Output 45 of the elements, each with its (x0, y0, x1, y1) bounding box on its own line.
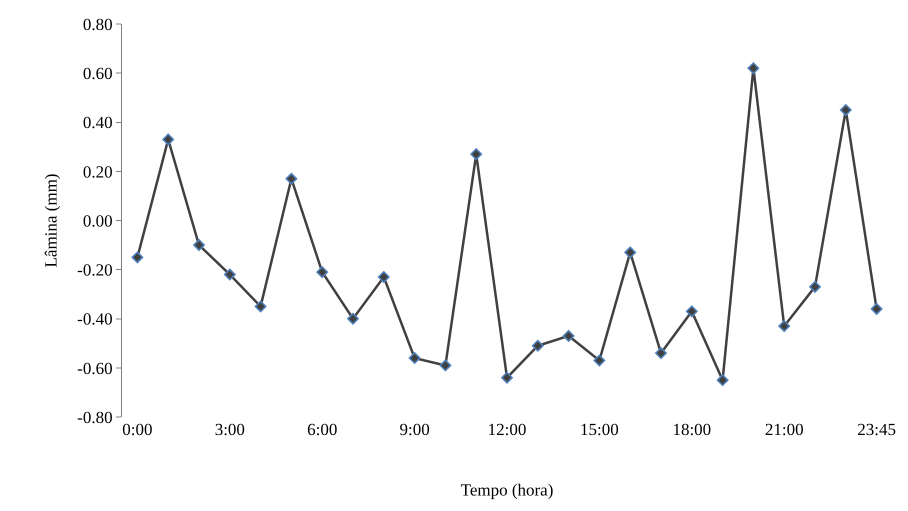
x-tick-label: 15:00 (580, 420, 619, 439)
y-tick-label: -0.80 (77, 408, 113, 427)
point (501, 372, 513, 384)
y-tick-label: 0.20 (82, 162, 113, 182)
point (193, 239, 205, 252)
x-tick-label: 6:00 (307, 420, 338, 439)
point (224, 268, 236, 280)
y-tick-label: 0.60 (82, 64, 113, 84)
point (655, 347, 667, 360)
point (285, 172, 298, 185)
x-tick-label: 21:00 (764, 420, 804, 439)
y-tick-label: -0.60 (77, 358, 113, 378)
x-tick-label: 3:00 (214, 420, 245, 439)
x-tick-label: 12:00 (488, 420, 526, 439)
point (347, 312, 359, 325)
point (778, 320, 790, 332)
x-axis-title: Tempo (hora) (460, 480, 554, 500)
point (809, 280, 821, 293)
point (470, 148, 482, 160)
point (870, 302, 883, 315)
point (686, 305, 698, 318)
point (378, 271, 390, 283)
point (624, 246, 636, 258)
point (316, 266, 328, 278)
x-tick-label: 9:00 (399, 420, 430, 439)
point (162, 133, 174, 146)
y-tick-label: 0.40 (82, 113, 113, 132)
point (254, 300, 267, 312)
y-tick-label: -0.20 (77, 260, 113, 280)
y-tick-label: 0.80 (82, 14, 113, 34)
point (716, 374, 729, 386)
point (593, 354, 606, 366)
point (840, 104, 852, 116)
point (532, 340, 544, 352)
x-tick-label: 0:00 (122, 420, 153, 439)
y-tick-label: -0.40 (77, 310, 113, 329)
point (439, 359, 452, 372)
point (131, 251, 144, 264)
y-tick-label: 0.00 (82, 211, 113, 230)
x-tick-label: 23:45 (857, 420, 896, 439)
x-tick-label: 18:00 (672, 420, 712, 439)
point (562, 330, 575, 342)
y-axis-title: Lâmina (mm) (42, 174, 61, 268)
point (408, 352, 421, 364)
point (747, 62, 760, 74)
